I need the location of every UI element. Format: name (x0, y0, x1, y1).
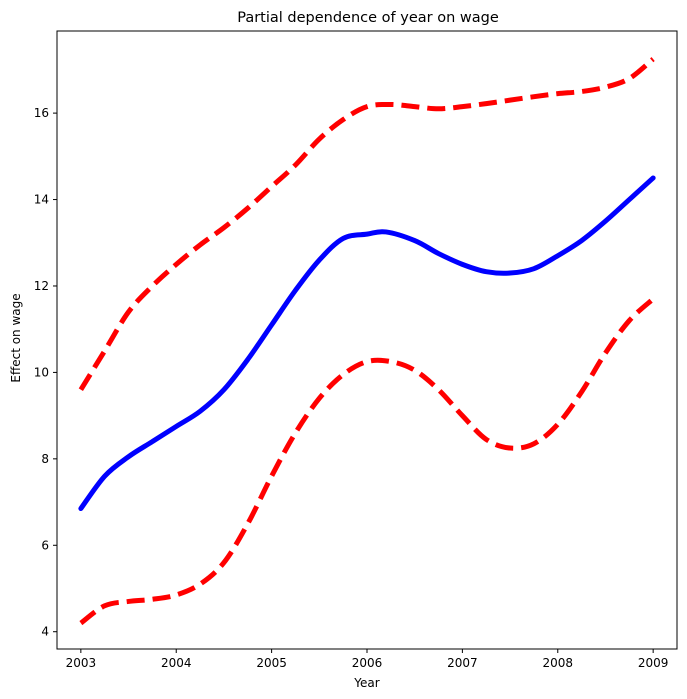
x-tick-label: 2004 (161, 656, 192, 670)
series-layer (78, 57, 656, 626)
upper-bound-line (78, 57, 655, 392)
x-axis-title: Year (353, 676, 379, 690)
y-axis: 4 6 8 10 12 14 16 (34, 106, 57, 639)
y-tick-label: 10 (34, 365, 49, 379)
x-tick-label: 2003 (66, 656, 97, 670)
y-tick-label: 8 (41, 452, 49, 466)
y-tick-label: 14 (34, 193, 49, 207)
chart-title: Partial dependence of year on wage (237, 10, 499, 26)
y-tick-label: 16 (34, 106, 49, 120)
x-tick-label: 2009 (638, 656, 669, 670)
estimate-line (78, 175, 656, 512)
plot-frame (56, 30, 678, 650)
y-tick-label: 6 (41, 538, 49, 552)
y-tick-label: 12 (34, 279, 49, 293)
y-tick-label: 4 (41, 625, 49, 639)
lower-bound-line (79, 297, 655, 626)
x-tick-label: 2006 (352, 656, 383, 670)
x-tick-label: 2005 (256, 656, 287, 670)
x-axis: 2003 2004 2005 2006 2007 2008 2009 (66, 649, 669, 670)
x-tick-label: 2007 (447, 656, 478, 670)
x-tick-label: 2008 (542, 656, 573, 670)
y-axis-title: Effect on wage (9, 293, 23, 382)
